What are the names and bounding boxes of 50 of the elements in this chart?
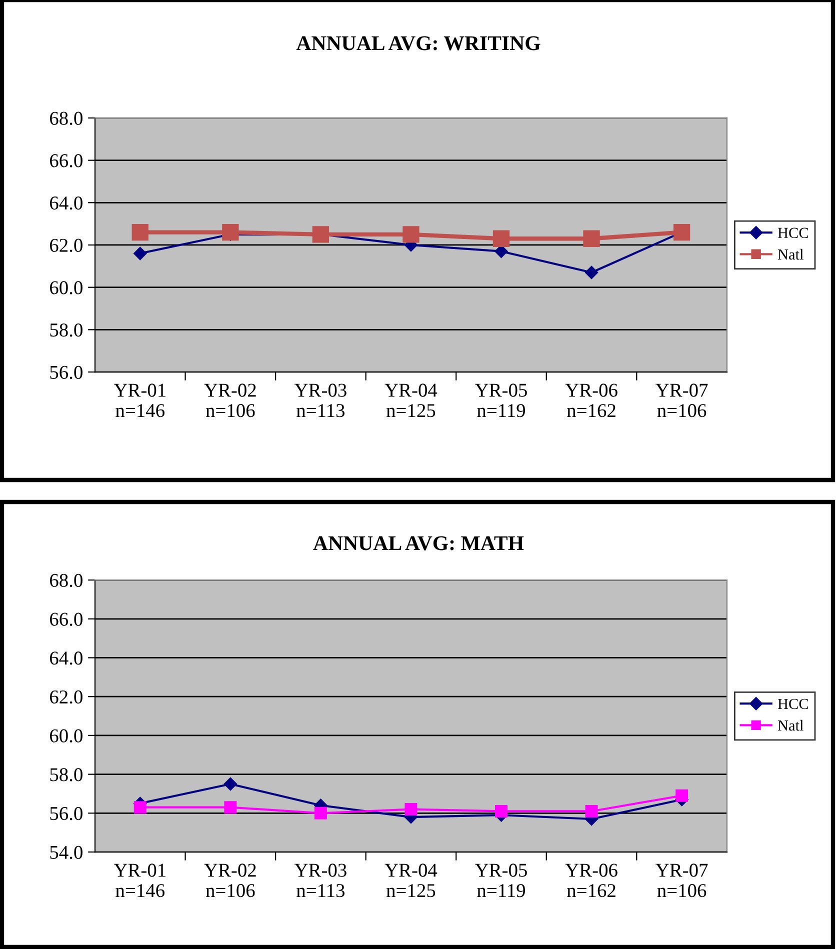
y-tick-label: 66.0 bbox=[50, 154, 82, 168]
point bbox=[585, 804, 598, 818]
y-tick-label: 64.0 bbox=[50, 652, 82, 665]
y-tick-label: 64.0 bbox=[50, 196, 82, 210]
point bbox=[314, 806, 327, 820]
legend-label: HCC bbox=[778, 228, 808, 238]
y-tick-label: 56.0 bbox=[50, 806, 82, 820]
x-tick-label: YR-03 n=113 bbox=[294, 864, 346, 898]
point bbox=[224, 777, 237, 791]
y-tick-label: 68.0 bbox=[50, 112, 82, 125]
x-tick-label: YR-05 n=119 bbox=[474, 384, 527, 418]
point bbox=[134, 801, 146, 814]
point bbox=[676, 789, 688, 802]
y-tick-label: 68.0 bbox=[50, 574, 82, 588]
x-tick-label: YR-02 n=106 bbox=[204, 384, 256, 418]
y-tick-label: 60.0 bbox=[50, 729, 82, 742]
legend-label: Natl bbox=[778, 720, 804, 731]
y-tick-label: 58.0 bbox=[50, 768, 82, 782]
point bbox=[494, 804, 508, 818]
y-tick-label: 58.0 bbox=[50, 323, 82, 337]
point bbox=[584, 266, 598, 280]
chart-title: ANNUAL AVG: WRITING bbox=[296, 36, 540, 50]
x-tick-label: YR-01 n=146 bbox=[114, 384, 166, 418]
y-tick-label: 60.0 bbox=[50, 281, 82, 294]
x-tick-label: YR-07 n=106 bbox=[656, 864, 708, 898]
x-tick-label: YR-04 n=125 bbox=[384, 864, 438, 898]
x-tick-label: YR-02 n=106 bbox=[204, 864, 256, 898]
legend-label: Natl bbox=[778, 248, 804, 260]
point bbox=[492, 230, 510, 247]
point bbox=[132, 224, 148, 241]
point bbox=[222, 224, 239, 241]
point bbox=[402, 226, 420, 243]
chart-title: ANNUAL AVG: MATH bbox=[313, 536, 524, 550]
point bbox=[404, 803, 418, 816]
x-tick-label: YR-03 n=113 bbox=[294, 384, 346, 418]
x-tick-label: YR-04 n=125 bbox=[384, 384, 438, 418]
legend-label: HCC bbox=[778, 698, 808, 710]
point bbox=[134, 246, 147, 260]
x-tick-label: YR-05 n=119 bbox=[474, 864, 527, 898]
y-tick-label: 62.0 bbox=[50, 690, 82, 704]
y-tick-label: 56.0 bbox=[50, 366, 82, 380]
point bbox=[583, 230, 600, 247]
x-tick-label: YR-01 n=146 bbox=[114, 864, 166, 898]
x-tick-label: YR-07 n=106 bbox=[656, 384, 708, 418]
y-tick-label: 62.0 bbox=[50, 238, 82, 252]
y-tick-label: 66.0 bbox=[50, 612, 82, 626]
x-tick-label: YR-06 n=162 bbox=[565, 384, 618, 418]
y-tick-label: 54.0 bbox=[50, 846, 82, 860]
x-tick-label: YR-06 n=162 bbox=[565, 864, 618, 898]
point bbox=[224, 801, 237, 814]
